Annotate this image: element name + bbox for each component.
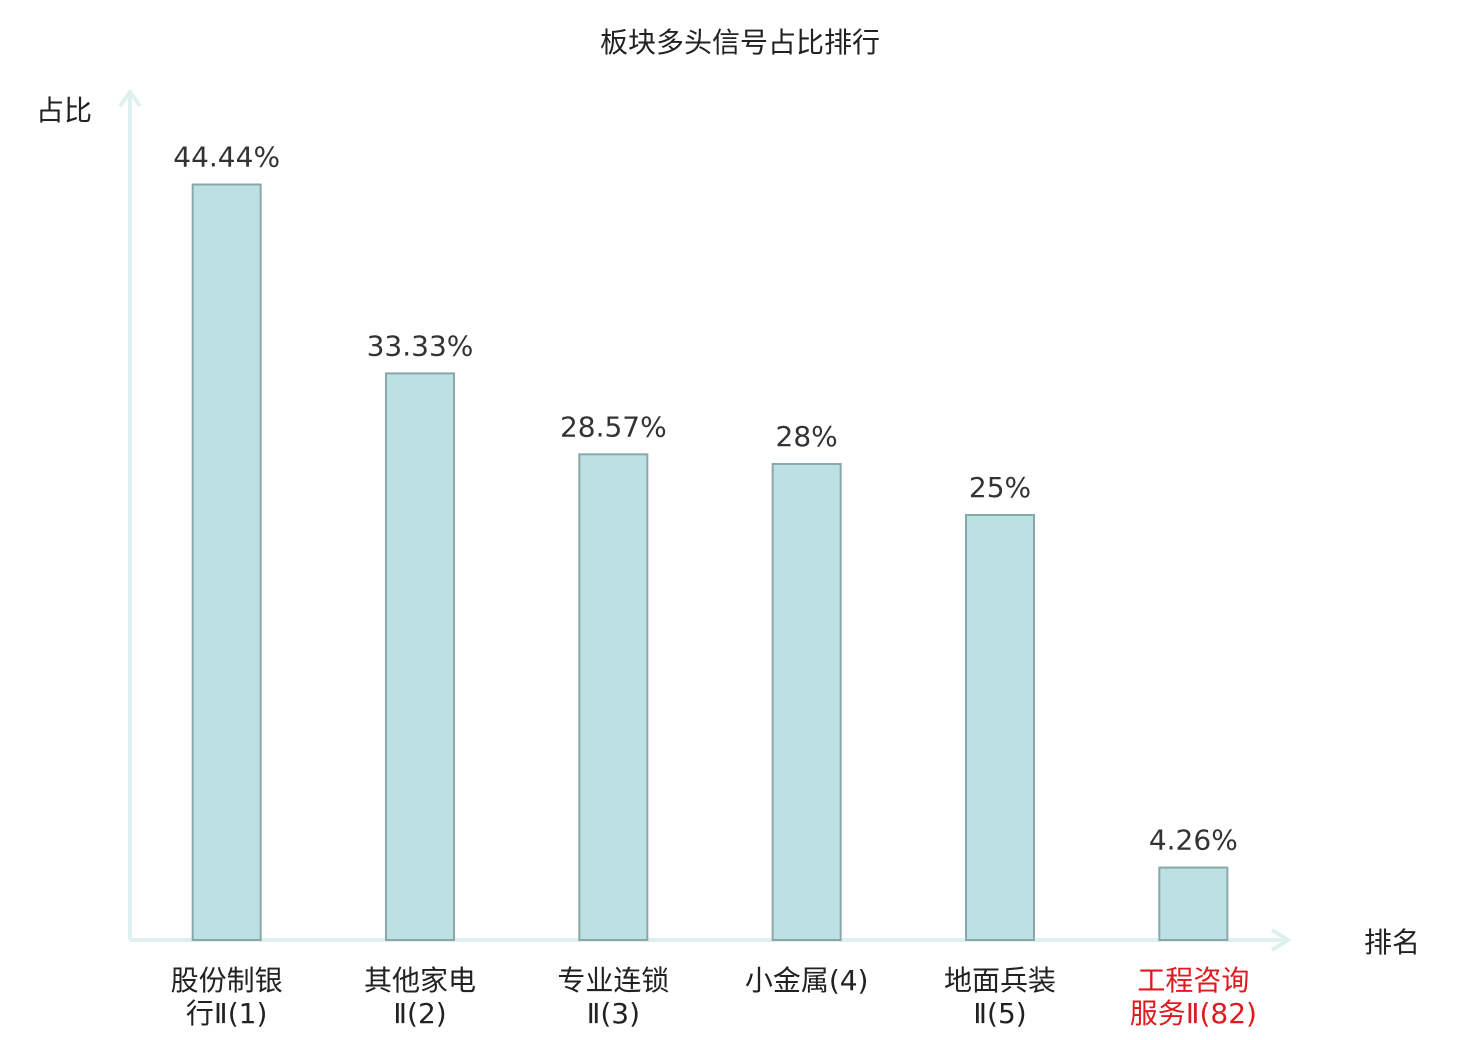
- x-tick-label: 地面兵装Ⅱ(5): [943, 964, 1056, 1030]
- bar: [771, 463, 842, 941]
- value-label: 28.57%: [560, 410, 667, 443]
- value-label: 33.33%: [367, 329, 474, 362]
- value-label: 44.44%: [173, 141, 280, 174]
- x-tick-label: 其他家电Ⅱ(2): [363, 964, 476, 1030]
- chart-title: 板块多头信号占比排行: [600, 26, 880, 59]
- bar: [191, 183, 262, 941]
- bar: [385, 372, 455, 941]
- x-tick-label: 工程咨询服务Ⅱ(82): [1129, 964, 1257, 1030]
- bar: [965, 514, 1035, 941]
- x-tick-label: 股份制银行Ⅱ(1): [170, 964, 283, 1030]
- value-label: 28%: [776, 420, 838, 453]
- axes: [118, 88, 1292, 952]
- bar: [578, 453, 649, 941]
- y-axis-arrow: [118, 88, 142, 108]
- x-axis-label: 排名: [1364, 926, 1420, 959]
- value-label: 4.26%: [1149, 824, 1238, 857]
- y-axis-label: 占比: [36, 94, 92, 127]
- x-tick-label: 小金属(4): [744, 964, 869, 997]
- bar: [1158, 866, 1229, 942]
- value-label: 25%: [969, 471, 1031, 504]
- x-axis-arrow: [1270, 928, 1292, 952]
- x-tick-label: 专业连锁Ⅱ(3): [557, 964, 670, 1030]
